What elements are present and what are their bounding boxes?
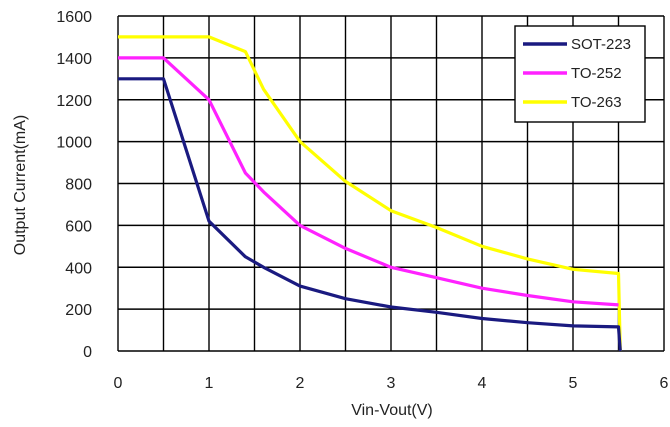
series-line-sot-223 bbox=[118, 77, 622, 352]
y-tick-label: 800 bbox=[65, 177, 92, 194]
y-tick-label: 1200 bbox=[56, 93, 92, 110]
x-tick-label: 5 bbox=[569, 375, 578, 392]
y-tick-label: 600 bbox=[65, 218, 92, 235]
x-tick-label: 4 bbox=[478, 375, 487, 392]
y-tick-label: 1600 bbox=[56, 9, 92, 26]
x-axis-label: Vin-Vout(V) bbox=[351, 402, 433, 419]
x-tick-label: 0 bbox=[114, 375, 123, 392]
series-line-to-263 bbox=[118, 35, 622, 352]
tick-labels: 0 1 2 3 4 5 6 0 200 400 600 800 1000 1200 1400 1600 bbox=[56, 9, 668, 392]
x-tick-label: 1 bbox=[205, 375, 214, 392]
y-tick-label: 1000 bbox=[56, 135, 92, 152]
series-line-to-252 bbox=[118, 56, 619, 307]
y-axis-label: Output Current(mA) bbox=[12, 115, 29, 255]
x-tick-label: 3 bbox=[387, 375, 396, 392]
legend-label: TO-252 bbox=[571, 65, 622, 82]
legend-label: SOT-223 bbox=[571, 36, 631, 53]
legend: SOT-223 TO-252 TO-263 bbox=[514, 25, 646, 123]
y-tick-label: 400 bbox=[65, 260, 92, 277]
y-tick-label: 0 bbox=[83, 344, 92, 361]
x-tick-label: 6 bbox=[660, 375, 669, 392]
y-tick-label: 1400 bbox=[56, 51, 92, 68]
y-tick-label: 200 bbox=[65, 302, 92, 319]
series-lines bbox=[118, 35, 622, 352]
x-tick-label: 2 bbox=[296, 375, 305, 392]
legend-label: TO-263 bbox=[571, 94, 622, 111]
